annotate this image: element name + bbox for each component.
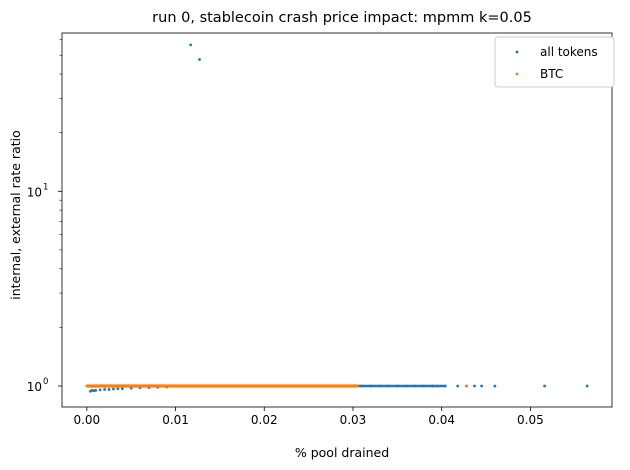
legend-marker-btc xyxy=(515,72,519,76)
legend: all tokens BTC xyxy=(494,36,615,88)
data-point-all-tokens xyxy=(413,384,417,388)
data-point-btc xyxy=(129,384,133,388)
data-point-all-tokens xyxy=(456,384,460,388)
y-tick-exponent: 0 xyxy=(43,377,48,387)
x-tick-label: 0.04 xyxy=(428,413,455,427)
data-point-all-tokens xyxy=(493,384,497,388)
data-point-all-tokens xyxy=(543,384,546,388)
data-point-btc xyxy=(218,384,222,388)
data-point-all-tokens xyxy=(431,384,435,388)
y-axis-label: internal, external rate ratio xyxy=(8,130,23,300)
data-point-all-tokens xyxy=(94,388,98,392)
x-axis: 0.00 0.01 0.02 0.03 0.04 0.05 xyxy=(73,407,544,427)
data-point-all-tokens xyxy=(435,384,439,388)
legend-frame xyxy=(494,36,615,88)
data-point-btc xyxy=(174,384,177,388)
x-tick-label: 0.00 xyxy=(73,413,100,427)
data-point-all-tokens xyxy=(480,384,483,388)
data-point-all-tokens xyxy=(404,384,408,388)
data-point-all-tokens xyxy=(378,384,381,388)
chart-title: run 0, stablecoin crash price impact: mp… xyxy=(152,10,532,26)
data-point-all-tokens xyxy=(112,387,115,391)
y-tick-label: 10 xyxy=(27,380,42,394)
points-layer xyxy=(85,43,589,393)
data-point-btc xyxy=(103,385,106,388)
data-point-btc xyxy=(333,384,337,388)
data-point-btc xyxy=(356,384,359,388)
data-point-all-tokens xyxy=(198,58,201,61)
legend-label-btc: BTC xyxy=(540,67,563,81)
data-point-all-tokens xyxy=(98,388,102,392)
data-point-all-tokens xyxy=(369,384,373,388)
data-point-btc xyxy=(307,384,311,388)
data-point-all-tokens xyxy=(395,384,399,388)
x-tick-label: 0.03 xyxy=(340,413,367,427)
data-point-all-tokens xyxy=(107,388,111,391)
plot-area xyxy=(61,32,613,408)
data-point-all-tokens xyxy=(189,43,193,47)
x-tick-label: 0.05 xyxy=(517,413,544,427)
data-point-btc xyxy=(262,384,266,388)
data-point-btc xyxy=(85,384,89,388)
y-tick-label: 10 xyxy=(27,185,42,199)
data-point-all-tokens xyxy=(473,384,476,388)
legend-label-all-tokens: all tokens xyxy=(540,45,598,59)
x-tick-label: 0.02 xyxy=(251,413,278,427)
y-tick-exponent: 1 xyxy=(43,182,48,192)
data-point-btc xyxy=(465,384,468,388)
data-point-all-tokens xyxy=(422,384,426,388)
data-point-all-tokens xyxy=(103,388,106,391)
data-point-all-tokens xyxy=(360,384,364,388)
x-axis-label: % pool drained xyxy=(295,445,389,460)
data-point-all-tokens xyxy=(443,384,447,388)
plot-frame xyxy=(61,32,613,408)
x-tick-label: 0.01 xyxy=(162,413,189,427)
data-point-all-tokens xyxy=(387,384,390,388)
data-point-all-tokens xyxy=(116,387,120,390)
legend-marker-all-tokens xyxy=(515,50,519,54)
data-point-all-tokens xyxy=(585,384,589,388)
data-point-all-tokens xyxy=(120,387,124,390)
